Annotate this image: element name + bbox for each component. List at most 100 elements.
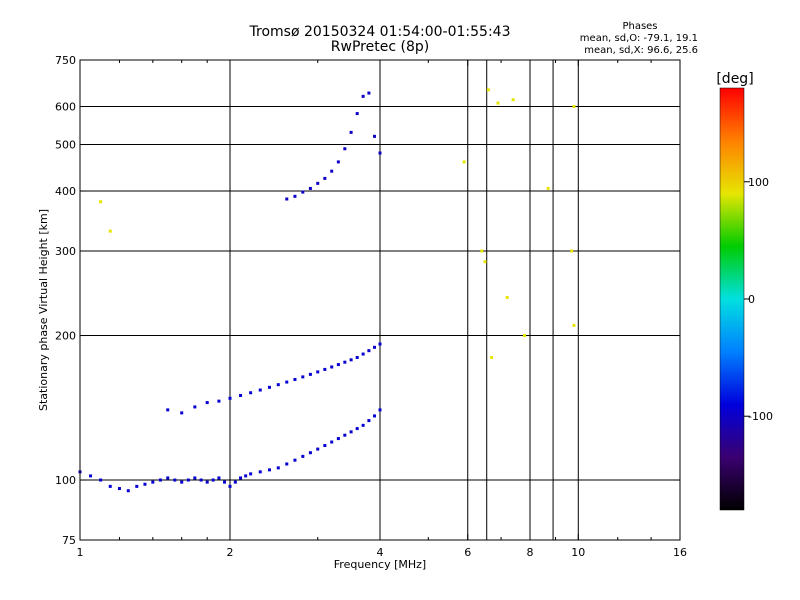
x-axis-label: Frequency [MHz]: [334, 558, 426, 571]
data-point: [258, 388, 262, 392]
y-tick-label: 100: [55, 474, 76, 487]
data-point: [480, 249, 484, 253]
data-point: [367, 349, 371, 353]
data-point: [523, 334, 527, 338]
data-point: [546, 186, 550, 190]
data-point: [244, 474, 248, 478]
data-point: [378, 342, 382, 346]
data-point: [336, 160, 340, 164]
data-point: [249, 472, 253, 476]
x-tick-label: 4: [377, 546, 384, 559]
y-tick-label: 300: [55, 245, 76, 258]
phase-stats-o: mean, sd,O: -79.1, 19.1: [579, 33, 698, 44]
data-point: [355, 112, 359, 116]
data-point: [483, 260, 487, 264]
data-point: [228, 396, 232, 400]
data-point: [217, 476, 221, 480]
data-point: [285, 197, 289, 201]
data-point: [572, 105, 576, 109]
data-point: [99, 478, 103, 482]
data-point: [205, 401, 209, 405]
data-point: [316, 447, 320, 451]
x-tick-label: 1: [77, 546, 84, 559]
data-point: [211, 478, 215, 482]
data-point: [378, 408, 382, 412]
data-point: [323, 176, 327, 180]
y-tick-label: 400: [55, 185, 76, 198]
data-point: [293, 458, 297, 462]
data-point: [166, 408, 170, 412]
colorbar-tick-label: -100: [748, 410, 773, 423]
data-point: [349, 358, 353, 362]
data-point: [267, 468, 271, 472]
data-point: [330, 169, 334, 173]
data-point: [186, 478, 190, 482]
data-point: [233, 480, 237, 484]
data-point: [373, 345, 377, 349]
data-point: [378, 151, 382, 155]
data-point: [135, 484, 139, 488]
phase-stats-title: Phases: [622, 21, 658, 32]
data-point: [323, 367, 327, 371]
x-tick-label: 8: [527, 546, 534, 559]
chart-subtitle: RwPretec (8p): [330, 39, 430, 55]
data-point: [293, 377, 297, 381]
y-tick-label: 600: [55, 101, 76, 114]
data-point: [343, 147, 347, 151]
data-point: [336, 437, 340, 441]
data-point: [126, 489, 130, 493]
data-point: [308, 451, 312, 455]
data-point: [249, 391, 253, 395]
data-point: [293, 194, 297, 198]
grid-lines: [80, 60, 680, 540]
data-point: [180, 411, 184, 415]
data-point: [570, 249, 574, 253]
colorbar-tick-label: 0: [748, 293, 755, 306]
data-point: [223, 480, 227, 484]
data-point: [496, 101, 500, 105]
data-point: [361, 352, 365, 356]
data-point: [505, 296, 509, 300]
data-point: [228, 484, 232, 488]
x-tick-label: 10: [571, 546, 585, 559]
x-tick-label: 6: [464, 546, 471, 559]
data-point: [276, 466, 280, 470]
data-point: [301, 190, 305, 194]
data-point: [373, 414, 377, 418]
data-point: [367, 91, 371, 95]
data-point: [180, 480, 184, 484]
colorbar-ticks: 100 0 -100: [744, 176, 773, 423]
data-point: [89, 474, 93, 478]
data-point: [343, 360, 347, 364]
data-point: [205, 480, 209, 484]
y-axis-ticks: 75 100 200 300 400 500 600 750: [55, 54, 680, 547]
data-point: [511, 98, 515, 102]
colorbar: [deg] 100 0 -100: [716, 71, 773, 511]
data-point: [355, 355, 359, 359]
data-point: [361, 94, 365, 98]
data-point: [373, 134, 377, 138]
data-point: [199, 478, 203, 482]
data-point: [343, 433, 347, 437]
y-tick-label: 750: [55, 54, 76, 67]
data-point: [308, 372, 312, 376]
data-point: [349, 430, 353, 434]
x-axis-ticks: 1 2 4 6 8 10 16: [77, 60, 687, 559]
data-point: [193, 405, 197, 409]
data-point: [301, 375, 305, 379]
data-point: [99, 200, 103, 204]
chart-title: Tromsø 20150324 01:54:00-01:55:43: [249, 24, 511, 40]
data-point: [173, 478, 177, 482]
colorbar-tick-label: 100: [748, 176, 769, 189]
y-tick-label: 500: [55, 139, 76, 152]
data-point: [193, 476, 197, 480]
data-point: [490, 355, 494, 359]
data-point: [166, 476, 170, 480]
y-tick-label: 75: [62, 534, 76, 547]
data-point: [108, 484, 112, 488]
data-point: [258, 470, 262, 474]
data-point: [239, 394, 243, 398]
phase-stats-x: mean, sd,X: 96.6, 25.6: [584, 45, 698, 56]
data-point: [158, 478, 162, 482]
